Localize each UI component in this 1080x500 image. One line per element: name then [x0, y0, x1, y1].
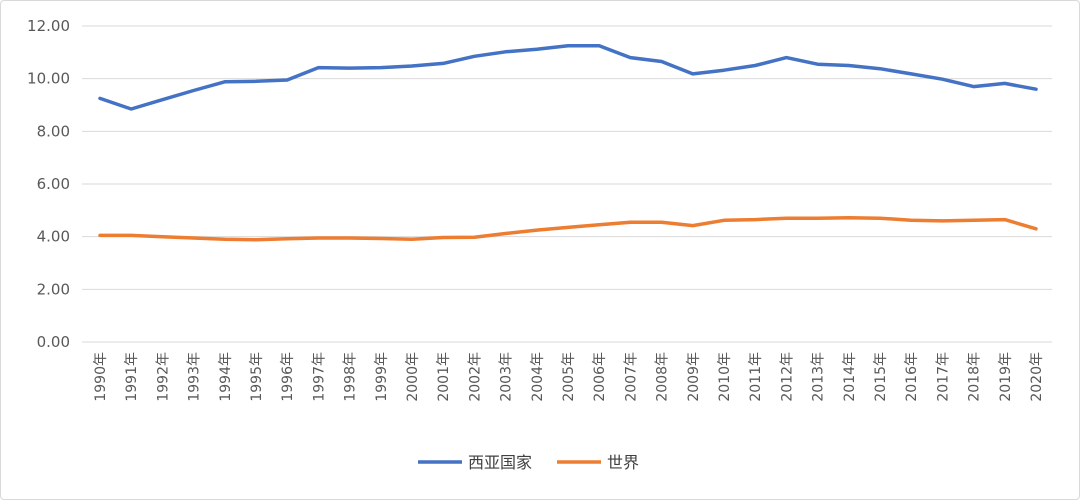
x-tick-label: 2006年 — [592, 352, 608, 402]
y-tick-label: 0.00 — [37, 333, 70, 351]
x-tick-label: 2008年 — [655, 352, 671, 402]
x-tick-label: 1992年 — [155, 352, 171, 402]
x-tick-label: 2002年 — [467, 352, 483, 402]
x-tick-label: 2010年 — [717, 352, 733, 402]
x-tick-label: 1994年 — [218, 352, 234, 402]
x-tick-label: 2018年 — [967, 352, 983, 402]
x-tick-label: 1995年 — [249, 352, 265, 402]
y-tick-label: 2.00 — [37, 280, 70, 298]
x-tick-label: 2020年 — [1029, 352, 1045, 402]
x-tick-label: 2005年 — [561, 352, 577, 402]
legend-label: 世界 — [607, 453, 639, 472]
x-tick-label: 1996年 — [280, 352, 296, 402]
y-tick-label: 8.00 — [37, 122, 70, 140]
y-tick-label: 4.00 — [37, 228, 70, 246]
x-tick-label: 2011年 — [748, 352, 764, 402]
x-tick-label: 2017年 — [935, 352, 951, 402]
legend: 西亚国家 世界 — [418, 453, 639, 472]
x-tick-label: 2019年 — [998, 352, 1014, 402]
y-tick-label: 6.00 — [37, 175, 70, 193]
x-tick-label: 1993年 — [187, 352, 203, 402]
x-tick-label: 2004年 — [530, 352, 546, 402]
x-tick-label: 2016年 — [904, 352, 920, 402]
x-axis-ticks: 1990年 1991年 1992年 1993年 1994年 1995年 1996年 1997年… — [93, 352, 1045, 402]
x-tick-label: 1998年 — [343, 352, 359, 402]
series-line-1 — [98, 215, 1038, 242]
y-tick-label: 12.00 — [27, 17, 70, 35]
x-tick-label: 2001年 — [436, 352, 452, 402]
x-tick-label: 2003年 — [499, 352, 515, 402]
x-tick-label: 2000年 — [405, 352, 421, 402]
y-tick-label: 10.00 — [27, 70, 70, 88]
x-tick-label: 2013年 — [811, 352, 827, 402]
legend-label: 西亚国家 — [468, 453, 532, 472]
y-axis-ticks: 0.00 2.00 4.00 6.00 8.00 10.00 12.00 — [27, 17, 70, 351]
x-tick-label: 2015年 — [873, 352, 889, 402]
gridlines — [82, 25, 1052, 343]
x-tick-label: 1999年 — [374, 352, 390, 402]
x-tick-label: 2007年 — [623, 352, 639, 402]
x-tick-label: 2012年 — [779, 352, 795, 402]
x-tick-label: 1990年 — [93, 352, 109, 402]
x-tick-label: 2014年 — [842, 352, 858, 402]
series-line-0 — [98, 44, 1038, 111]
series-lines — [98, 44, 1038, 242]
x-tick-label: 1991年 — [124, 352, 140, 402]
x-tick-label: 2009年 — [686, 352, 702, 402]
x-tick-label: 1997年 — [311, 352, 327, 402]
